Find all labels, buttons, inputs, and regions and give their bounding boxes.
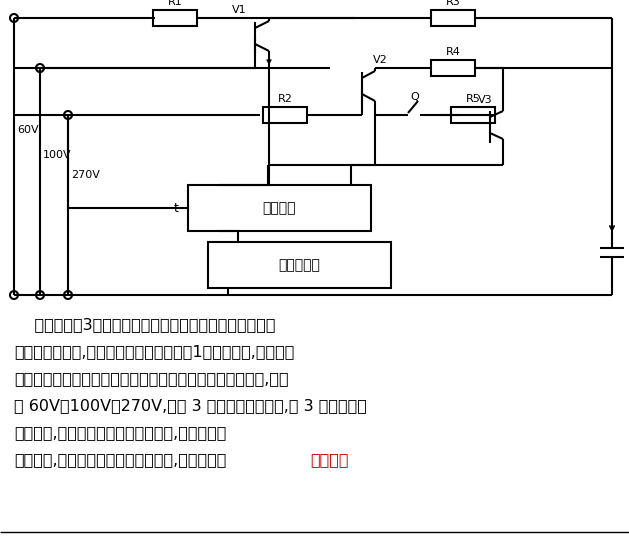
Bar — [208, 242, 391, 288]
Bar — [153, 10, 197, 26]
Text: 完全同步,在它们之间插入一延迟电路,即所谓阶段: 完全同步,在它们之间插入一延迟电路,即所谓阶段 — [14, 426, 226, 441]
Text: 振荡器来触发。在这个脉冲电源中具有三种不同的直流电源,电压: 振荡器来触发。在这个脉冲电源中具有三种不同的直流电源,电压 — [14, 371, 289, 386]
Bar — [431, 10, 475, 26]
Bar — [263, 107, 307, 123]
Text: 所示为利用3个不同直流电源的同步电源电路。这个电路: 所示为利用3个不同直流电源的同步电源电路。这个电路 — [14, 317, 276, 332]
Text: 100V: 100V — [43, 150, 72, 160]
Bar — [431, 60, 475, 76]
Text: V1: V1 — [232, 5, 247, 15]
Text: 是一种复合回路,晶体管脉冲电源电路中有1个同步电源,利用多谐: 是一种复合回路,晶体管脉冲电源电路中有1个同步电源,利用多谐 — [14, 345, 294, 360]
Bar — [188, 185, 371, 231]
Text: R5: R5 — [465, 94, 481, 104]
Text: R3: R3 — [445, 0, 460, 7]
Text: V3: V3 — [477, 95, 493, 105]
Text: 完全同步,在它们之间插入一延迟电路,即所谓阶段: 完全同步,在它们之间插入一延迟电路,即所谓阶段 — [14, 452, 226, 467]
Text: 多谐振荡器: 多谐振荡器 — [279, 258, 320, 272]
Text: 调整器。: 调整器。 — [310, 452, 348, 467]
Text: 270V: 270V — [71, 170, 100, 180]
Text: 延迟回路: 延迟回路 — [263, 201, 296, 215]
Text: R1: R1 — [167, 0, 182, 7]
Text: 60V: 60V — [17, 125, 38, 135]
Text: Q: Q — [411, 92, 420, 102]
Bar — [451, 107, 495, 123]
Text: V2: V2 — [372, 55, 387, 65]
Text: R4: R4 — [445, 47, 460, 57]
Text: R2: R2 — [277, 94, 292, 104]
Text: 有 60V、100V、270V,并有 3 个多谐振荡器电路,这 3 个电路并不: 有 60V、100V、270V,并有 3 个多谐振荡器电路,这 3 个电路并不 — [14, 398, 367, 413]
Text: t: t — [174, 202, 179, 214]
